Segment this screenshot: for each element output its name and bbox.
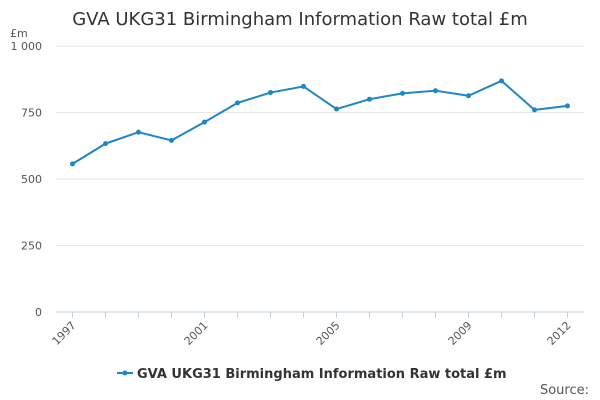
x-tick-label: 2012 [545, 319, 574, 348]
data-point [400, 90, 405, 96]
data-point [301, 83, 306, 89]
y-tick-label: 250 [21, 240, 42, 253]
data-point [202, 119, 207, 125]
legend-series-label: GVA UKG31 Birmingham Information Raw tot… [137, 367, 507, 382]
y-tick-label: 0 [35, 306, 42, 319]
data-point [433, 88, 438, 94]
y-axis-unit-label: £m [10, 27, 28, 40]
legend-series-marker [122, 370, 128, 376]
data-point [532, 107, 537, 113]
data-point [466, 93, 471, 99]
data-point [367, 96, 372, 102]
y-axis-ticks: 0 250 500 750 1 000 [11, 40, 43, 319]
x-tick-label: 2005 [314, 319, 343, 348]
plot-area [70, 78, 570, 167]
source-label: Source: [540, 383, 589, 398]
data-point [169, 137, 174, 143]
y-tick-label: 500 [21, 173, 42, 186]
chart-title: GVA UKG31 Birmingham Information Raw tot… [72, 9, 528, 30]
data-point [70, 161, 75, 167]
x-tick-label: 1997 [50, 319, 79, 348]
x-tick-label: 2009 [446, 319, 475, 348]
y-tick-label: 750 [21, 107, 42, 120]
data-point [103, 141, 108, 147]
data-point [268, 90, 273, 96]
data-point [136, 129, 141, 135]
gridlines [56, 45, 584, 246]
data-point [499, 78, 504, 84]
data-point [334, 106, 339, 112]
legend[interactable]: GVA UKG31 Birmingham Information Raw tot… [117, 367, 507, 382]
x-tick-label: 2001 [182, 319, 211, 348]
series-line [71, 79, 568, 165]
data-point [235, 100, 240, 106]
x-axis-ticks: 1997 2001 2005 2009 2012 [50, 312, 574, 348]
data-point [565, 103, 570, 109]
y-tick-label: 1 000 [11, 40, 43, 53]
